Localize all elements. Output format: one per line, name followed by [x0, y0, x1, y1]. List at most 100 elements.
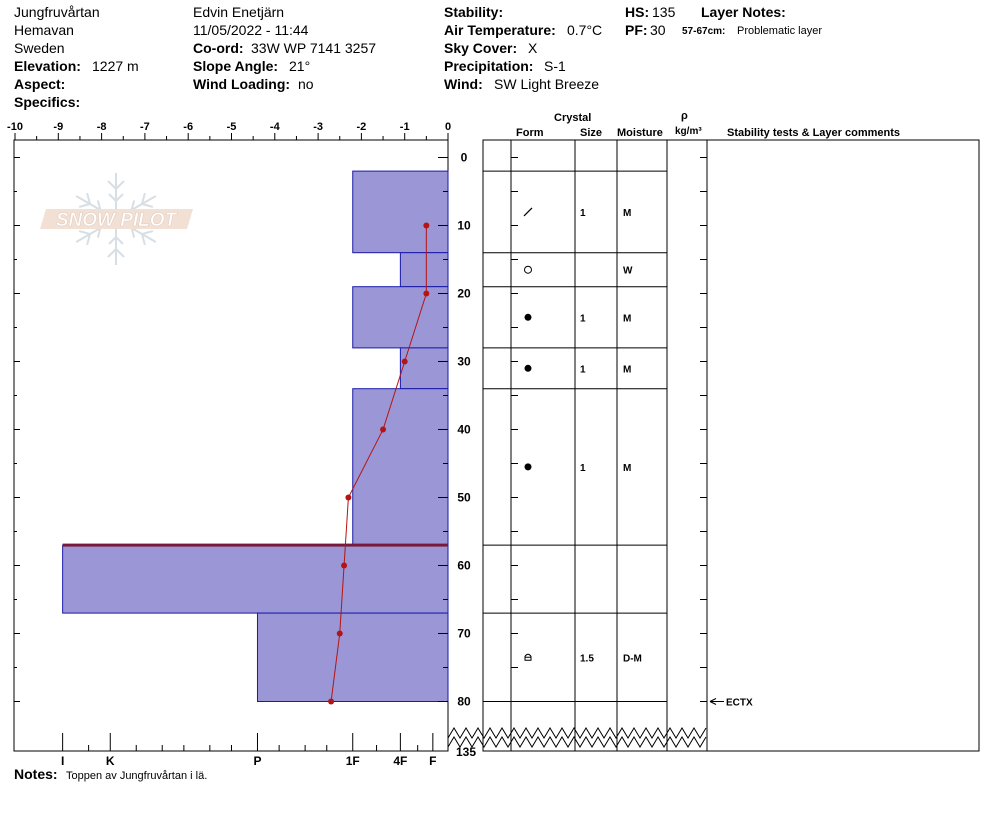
hardness-layer-bar — [352, 286, 449, 349]
temp-tick-label: -4 — [270, 121, 281, 133]
depth-tick-label: 40 — [457, 423, 471, 437]
temp-tick-label: -1 — [400, 121, 410, 133]
temp-tick-label: -9 — [53, 121, 63, 133]
hardness-label: K — [106, 754, 115, 768]
layer-size: 1.5 — [580, 653, 594, 664]
hs-value: 135 — [652, 4, 676, 20]
coord-label: Co-ord: — [193, 40, 244, 56]
sky-cover-label: Sky Cover: — [444, 40, 518, 56]
temperature-point — [336, 630, 343, 637]
layer-moisture: M — [623, 313, 631, 324]
depth-tick-label: 80 — [457, 695, 471, 709]
layer-size: 1 — [580, 208, 586, 219]
layer-note-text: Problematic layer — [737, 25, 822, 37]
wind-value: SW Light Breeze — [494, 76, 600, 92]
depth-break-line — [447, 727, 707, 739]
temperature-point — [345, 494, 352, 501]
decomposing-icon — [523, 207, 533, 217]
temperature-point — [380, 426, 387, 433]
region: Hemavan — [14, 22, 74, 38]
hardness-layer-bar — [399, 252, 449, 288]
watermark-text: SNOW PILOT — [56, 210, 178, 231]
depth-tick-label: 20 — [457, 287, 471, 301]
wind-label: Wind: — [444, 76, 483, 92]
notes-text: Toppen av Jungfruvårtan i lä. — [66, 770, 208, 782]
melt-freeze-crust-icon — [524, 653, 532, 661]
specifics-label: Specifics: — [14, 94, 81, 110]
location-name: Jungfruvårtan — [14, 4, 100, 20]
temp-tick-label: -3 — [313, 121, 323, 133]
temperature-point — [423, 290, 430, 297]
moisture-header: Moisture — [617, 127, 663, 139]
hs-label: HS: — [625, 4, 650, 20]
temperature-profile — [328, 222, 430, 705]
hardness-layer-bar — [399, 347, 449, 390]
layer-size: 1 — [580, 313, 586, 324]
temp-tick-label: -7 — [140, 121, 150, 133]
size-header: Size — [580, 127, 603, 139]
rounded-grain-icon — [524, 364, 532, 372]
elevation-label: Elevation: — [14, 58, 81, 74]
layer-moisture: W — [623, 266, 633, 277]
melt-freeze-icon — [524, 265, 532, 274]
hardness-label: I — [61, 754, 64, 768]
air-temp-label: Air Temperature: — [444, 22, 556, 38]
temperature-point — [401, 358, 408, 365]
temp-tick-label: -5 — [227, 121, 237, 133]
axes: -10 -9 -8 -7 -6 -5 -4 -3 -2 -1 0010203040506070801… — [7, 121, 476, 768]
layer-size: 1 — [580, 364, 586, 375]
temperature-point — [341, 562, 348, 569]
problematic-layer-marker — [62, 543, 448, 547]
rounded-grain-icon — [524, 313, 532, 321]
notes-label: Notes: — [14, 766, 58, 782]
hardness-label: P — [253, 754, 261, 768]
stability-test-label: ECTX — [726, 698, 753, 709]
layer-notes-label: Layer Notes: — [701, 4, 786, 20]
hardness-label: 1F — [346, 754, 360, 768]
slope-label: Slope Angle: — [193, 58, 279, 74]
stability-label: Stability: — [444, 4, 504, 20]
wind-loading-label: Wind Loading: — [193, 76, 291, 92]
pf-label: PF: — [625, 22, 648, 38]
temp-tick-label: -10 — [7, 121, 23, 133]
hardness-label: 4F — [393, 754, 407, 768]
depth-tick-label: 70 — [457, 627, 471, 641]
slope-value: 21° — [289, 58, 311, 74]
observer: Edvin Enetjärn — [193, 4, 285, 20]
coord-value: 33W WP 7141 3257 — [251, 40, 377, 56]
temp-tick-label: -2 — [357, 121, 367, 133]
pf-value: 30 — [650, 22, 666, 38]
layer-note-range: 57-67cm: — [682, 26, 726, 37]
density-unit-header: kg/m³ — [675, 126, 702, 137]
precip-label: Precipitation: — [444, 58, 534, 74]
layer-moisture: M — [623, 208, 631, 219]
hardness-layers — [62, 170, 449, 702]
hardness-label: F — [429, 754, 436, 768]
layer-moisture: M — [623, 364, 631, 375]
hardness-layer-bar — [352, 170, 449, 254]
temp-tick-label: -6 — [183, 121, 193, 133]
layer-moisture: D-M — [623, 653, 642, 664]
precip-value: S-1 — [544, 58, 566, 74]
crystal-header: Crystal — [554, 112, 592, 124]
temperature-point — [328, 698, 335, 705]
depth-tick-label: 60 — [457, 559, 471, 573]
table-frame — [482, 139, 980, 752]
temp-tick-label: 0 — [445, 121, 451, 133]
aspect-label: Aspect: — [14, 76, 66, 92]
temperature-line — [330, 225, 427, 702]
depth-bottom-label: 135 — [456, 745, 476, 759]
depth-break-line — [447, 736, 707, 748]
form-header: Form — [516, 127, 544, 139]
depth-tick-label: 10 — [457, 219, 471, 233]
hardness-layer-bar — [62, 544, 449, 614]
wind-loading-value: no — [298, 76, 314, 92]
depth-tick-label: 0 — [461, 151, 468, 165]
arrow-head-icon — [709, 698, 717, 705]
layer-size: 1 — [580, 463, 586, 474]
hardness-layer-bar — [352, 388, 449, 546]
sky-cover-value: X — [528, 40, 538, 56]
temperature-point — [423, 222, 430, 229]
elevation-value: 1227 m — [92, 58, 139, 74]
